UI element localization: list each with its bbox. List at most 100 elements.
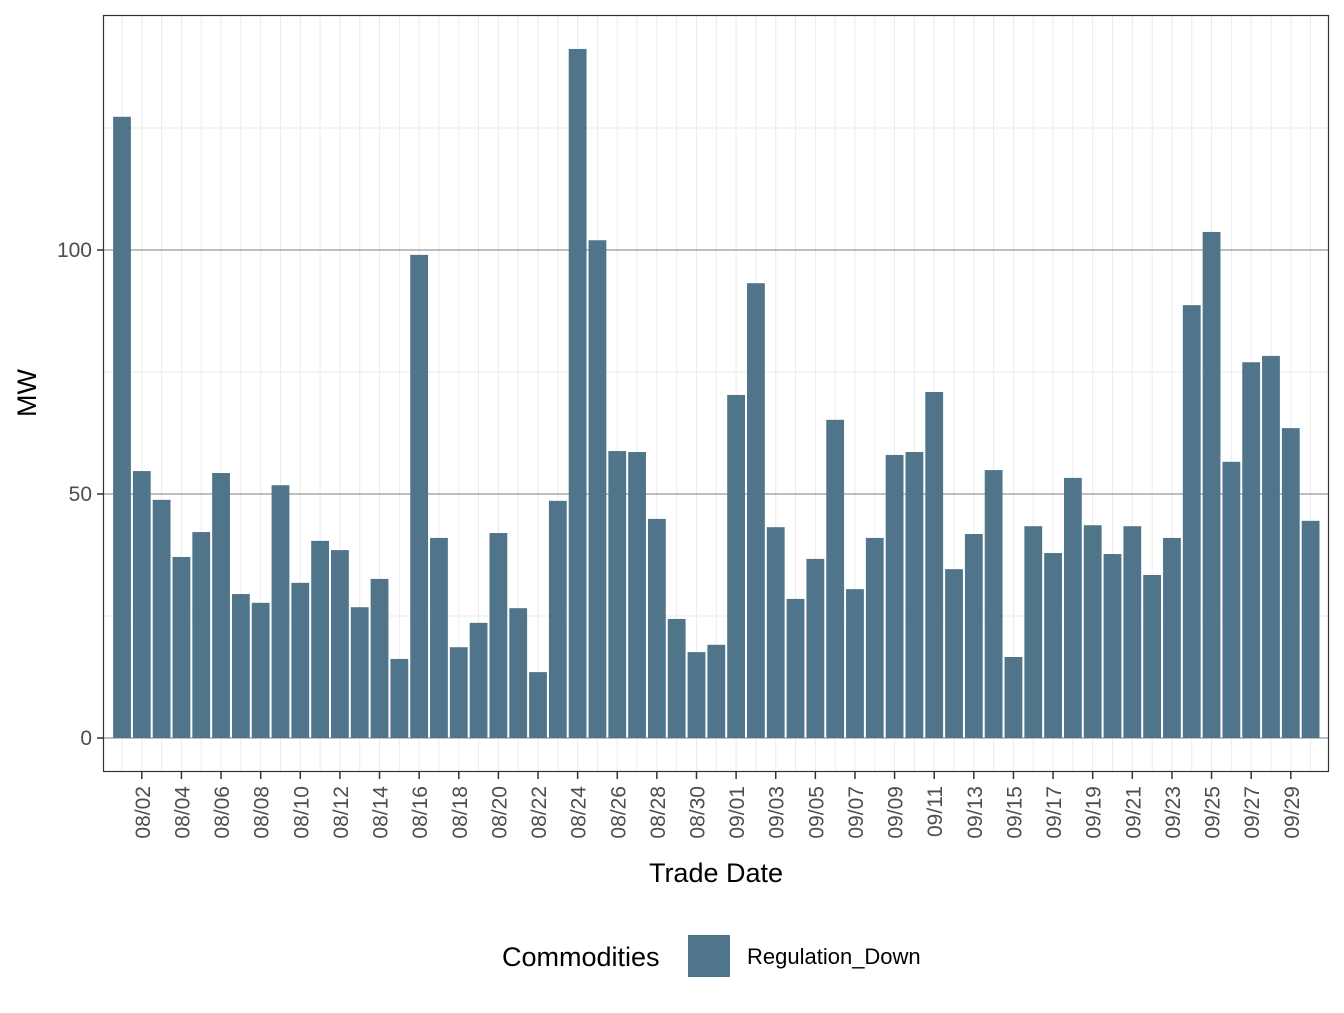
bar-08-23 (548, 500, 567, 738)
x-axis-title: Trade Date (649, 858, 783, 888)
bar-09-01 (727, 394, 746, 738)
x-axis: 08/02 08/04 08/06 08/08 08/10 08/12 08/14 08/16… (132, 772, 1304, 839)
bar-09-30 (1301, 520, 1320, 738)
bar-08-13 (350, 607, 369, 738)
bar-09-24 (1182, 305, 1201, 738)
panel-border (102, 14, 1330, 773)
bar-08-04 (172, 556, 191, 738)
bar-08-18 (449, 647, 468, 738)
x-tick-label: 09/03 (766, 786, 789, 839)
x-tick-label: 09/05 (805, 786, 828, 839)
legend-key-regulation-down (688, 935, 730, 977)
bar-09-20 (1103, 554, 1122, 738)
bar-09-29 (1281, 428, 1300, 738)
bar-09-11 (925, 392, 944, 738)
bar-08-21 (509, 608, 528, 738)
bar-09-04 (786, 598, 805, 738)
bar-08-24 (568, 48, 587, 739)
bar-09-25 (1202, 231, 1221, 738)
bar-08-14 (370, 578, 389, 738)
legend-label-regulation-down: Regulation_Down (747, 944, 921, 969)
bar-08-09 (271, 485, 290, 738)
bar-08-31 (707, 644, 726, 738)
x-tick-label: 09/01 (726, 786, 749, 839)
bar-08-28 (647, 518, 666, 738)
x-tick-label: 08/20 (488, 786, 511, 839)
x-tick-label: 08/30 (686, 786, 709, 839)
x-tick-label: 09/17 (1043, 786, 1066, 839)
bar-09-23 (1163, 537, 1181, 738)
x-tick-label: 08/12 (330, 786, 353, 839)
legend: Commodities Regulation_Down (502, 935, 921, 977)
bar-08-16 (410, 254, 429, 738)
x-tick-label: 09/19 (1083, 786, 1106, 839)
bar-09-13 (964, 534, 983, 738)
bar-09-02 (747, 283, 765, 738)
x-tick-label: 09/09 (885, 786, 908, 839)
x-tick-label: 08/16 (409, 786, 432, 839)
bar-09-22 (1143, 575, 1162, 738)
x-tick-label: 08/08 (251, 786, 274, 839)
bar-08-02 (132, 471, 151, 738)
x-tick-label: 09/23 (1162, 786, 1185, 839)
y-axis-title: MW (12, 369, 42, 417)
bar-08-30 (687, 652, 706, 738)
bar-08-05 (192, 532, 211, 738)
bar-08-07 (231, 594, 250, 738)
bar-09-16 (1024, 526, 1043, 738)
x-tick-label: 09/29 (1281, 786, 1304, 839)
x-tick-label: 08/26 (607, 786, 630, 839)
bar-09-14 (984, 470, 1003, 738)
bar-08-20 (489, 533, 508, 738)
bars (113, 48, 1320, 739)
bar-08-11 (311, 540, 329, 738)
bar-08-08 (251, 602, 270, 738)
bar-09-10 (905, 452, 924, 738)
x-tick-label: 08/04 (171, 786, 194, 839)
bar-09-26 (1222, 461, 1241, 738)
bar-08-22 (529, 672, 547, 738)
x-tick-label: 08/28 (647, 786, 670, 839)
bar-08-10 (291, 582, 310, 738)
x-tick-label: 08/10 (290, 786, 313, 839)
bar-08-19 (469, 622, 488, 738)
x-tick-label: 09/13 (964, 786, 987, 839)
bar-09-03 (766, 527, 785, 738)
bar-09-27 (1242, 362, 1261, 738)
x-tick-label: 08/02 (132, 786, 155, 839)
bar-09-12 (945, 569, 963, 738)
bar-09-21 (1123, 526, 1142, 738)
bar-08-15 (390, 658, 409, 738)
bar-09-06 (826, 419, 845, 738)
bar-08-26 (608, 451, 627, 738)
bar-09-15 (1004, 656, 1023, 738)
bar-09-05 (806, 558, 825, 738)
x-tick-label: 09/07 (845, 786, 868, 839)
bar-09-28 (1262, 355, 1280, 738)
bar-08-01 (113, 116, 131, 738)
x-tick-label: 09/15 (1003, 786, 1026, 839)
bar-08-06 (212, 473, 230, 738)
bar-09-07 (846, 589, 864, 738)
bar-08-27 (628, 452, 646, 738)
x-tick-label: 09/11 (924, 786, 947, 837)
legend-title: Commodities (502, 942, 660, 972)
bar-08-17 (430, 537, 448, 738)
x-tick-label: 08/22 (528, 786, 551, 839)
x-tick-label: 08/14 (370, 786, 393, 839)
bar-08-12 (331, 550, 349, 738)
x-tick-label: 08/06 (211, 786, 234, 839)
y-tick-label: 50 (69, 483, 92, 506)
y-tick-label: 100 (57, 239, 92, 262)
x-tick-label: 09/27 (1241, 786, 1264, 839)
bar-09-18 (1063, 477, 1082, 738)
x-tick-label: 08/24 (568, 786, 591, 839)
bar-08-03 (152, 499, 171, 738)
bar-09-08 (865, 537, 884, 738)
bar-08-25 (588, 240, 607, 739)
x-tick-label: 09/25 (1202, 786, 1225, 839)
y-tick-label: 0 (80, 727, 92, 750)
bar-08-29 (667, 618, 686, 738)
bar-09-17 (1044, 553, 1062, 738)
